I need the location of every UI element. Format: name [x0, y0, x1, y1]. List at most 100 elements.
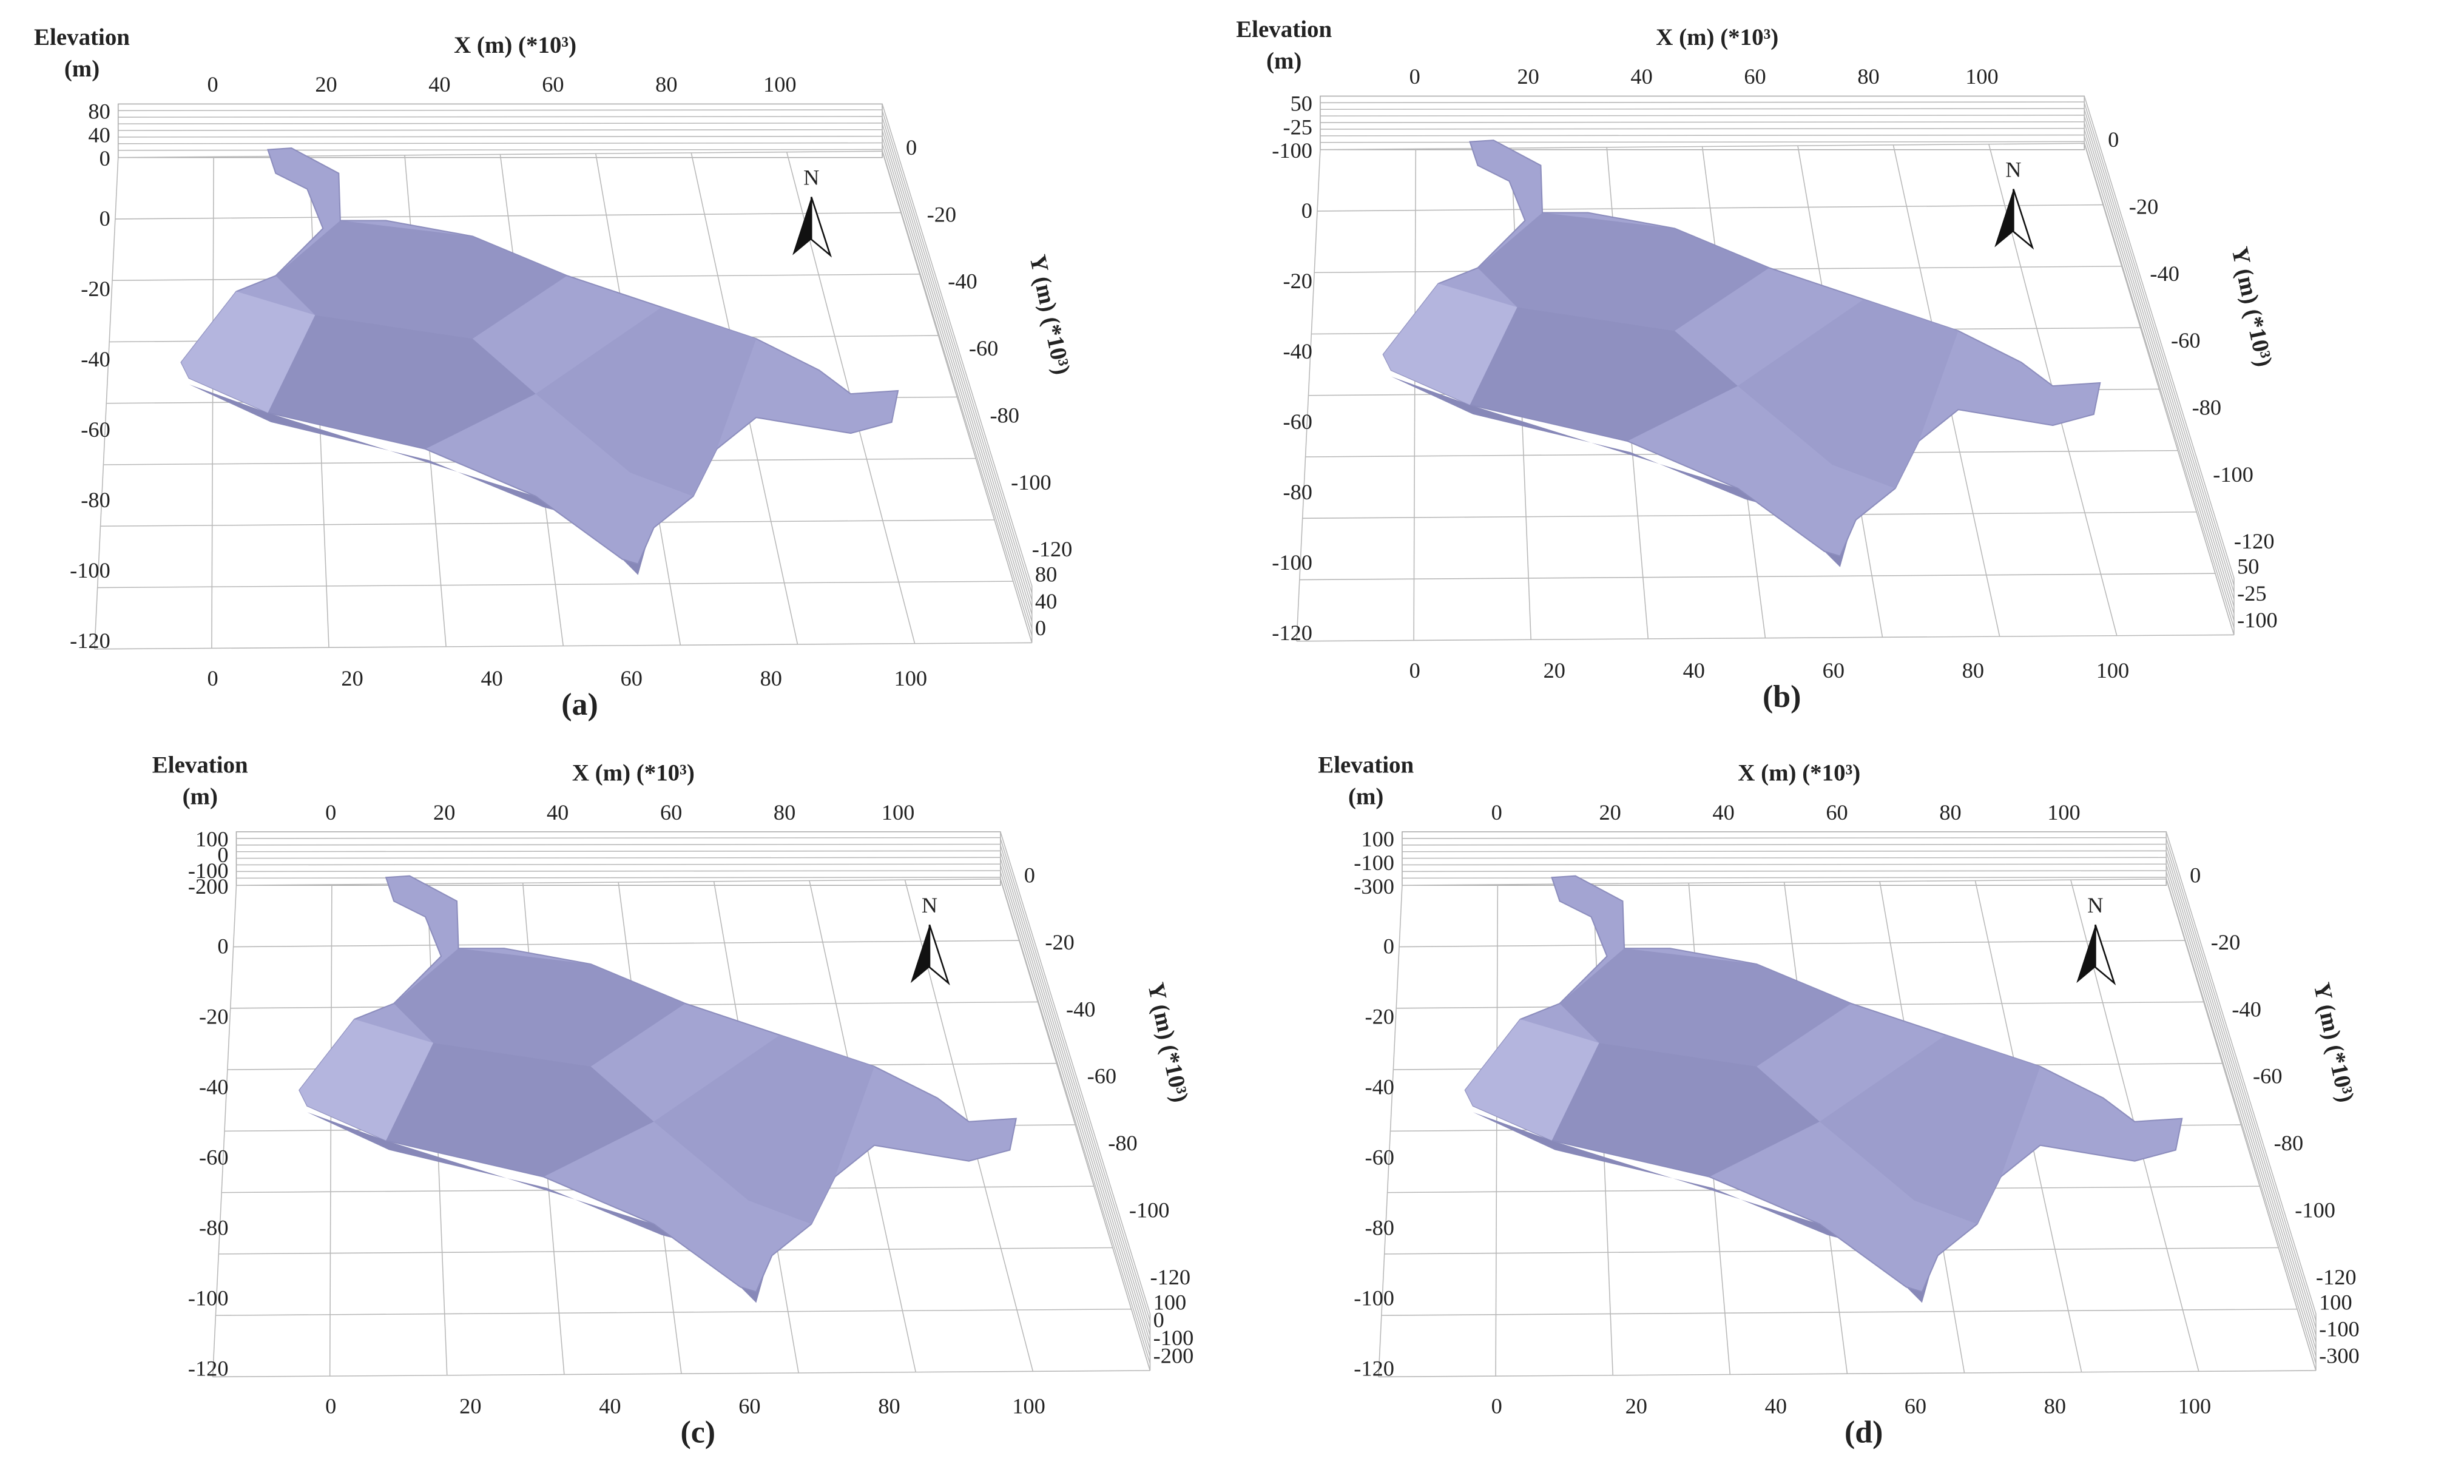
- y-tick-label-right: -120: [1032, 537, 1073, 561]
- terrain-facet: [394, 948, 686, 1067]
- x-axis-label: X (m) (*10³): [1738, 760, 1860, 786]
- y-tick-label-right: -20: [927, 202, 956, 226]
- y-tick-label-right: -80: [990, 403, 1019, 427]
- elevation-label: Elevation: [152, 752, 248, 778]
- x-tick-label-top: 0: [1409, 64, 1420, 89]
- y-tick-label-left: -60: [1365, 1145, 1394, 1169]
- x-tick-label-top: 0: [207, 72, 218, 96]
- y-tick-label-left: -100: [1354, 1286, 1394, 1310]
- wall-line: [2084, 122, 2235, 607]
- y-tick-label-right: -40: [1066, 997, 1095, 1021]
- grid-line: [215, 1308, 1132, 1316]
- terrain-facet: [1551, 1042, 1820, 1177]
- x-tick-label-bottom: 100: [2096, 658, 2130, 683]
- x-tick-label-bottom: 80: [1962, 658, 1984, 683]
- y-tick-label-left: 0: [1301, 198, 1312, 223]
- elevation-tick-label: 0: [1153, 1308, 1164, 1332]
- x-tick-label-bottom: 60: [621, 666, 643, 690]
- wall-line: [2165, 851, 2317, 1335]
- x-tick-label-bottom: 0: [1491, 1394, 1502, 1418]
- elevation-unit: (m): [1266, 48, 1301, 74]
- x-axis-label: X (m) (*10³): [1656, 24, 1778, 50]
- x-tick-label-top: 40: [547, 800, 569, 825]
- y-tick-label-right: -100: [1011, 470, 1051, 494]
- elevation-tick-label: -200: [188, 874, 229, 899]
- y-tick-label-left: -80: [1283, 480, 1312, 504]
- terrain-facet: [386, 1042, 654, 1177]
- x-tick-label-top: 40: [1630, 64, 1652, 89]
- terrain-facet: [299, 1019, 434, 1141]
- wall-line: [2165, 858, 2317, 1343]
- y-tick-label-right: -20: [2211, 930, 2240, 954]
- elevation-unit: (m): [64, 56, 100, 82]
- elevation-label: Elevation: [1318, 752, 1414, 778]
- wall-line: [1320, 141, 2085, 143]
- x-tick-label-top: 20: [1599, 800, 1621, 825]
- y-axis-label: Y (m) (*10³): [2308, 980, 2359, 1105]
- y-axis-label: Y (m) (*10³): [1143, 980, 1193, 1105]
- wall-line: [236, 877, 1001, 879]
- elevation-tick-label: 100: [2319, 1290, 2352, 1314]
- y-tick-label-left: 0: [100, 206, 110, 231]
- y-tick-label-right: -80: [1108, 1131, 1137, 1155]
- terrain-facet: [268, 315, 536, 450]
- wall-line: [1320, 115, 2085, 116]
- elevation-tick-label: -100: [188, 858, 229, 883]
- grid-line: [1381, 1308, 2298, 1316]
- elevation-tick-label: 100: [195, 827, 229, 851]
- north-arrow-left: [910, 925, 930, 983]
- x-tick-label-bottom: 0: [1409, 658, 1420, 683]
- terrain-side: [189, 384, 649, 575]
- elevation-unit: (m): [1348, 783, 1383, 809]
- y-tick-label-right: -40: [948, 269, 977, 294]
- caption: (c): [680, 1415, 715, 1449]
- x-tick-label-top: 100: [763, 72, 797, 96]
- elevation-tick-label: -100: [1272, 138, 1312, 163]
- y-tick-label-left: -80: [81, 488, 110, 512]
- y-tick-label-left: -100: [70, 558, 110, 582]
- x-tick-label-bottom: 40: [1765, 1394, 1787, 1418]
- wall-line: [1320, 101, 2085, 104]
- elevation-tick-label: -25: [1283, 115, 1312, 139]
- y-tick-label-left: -40: [81, 347, 110, 371]
- panel: N Elevation (m) X (m) (*10³) Y (m) (*10³) (a)…: [34, 24, 1075, 722]
- elevation-tick-label: 0: [100, 146, 110, 170]
- y-tick-label-left: -60: [1283, 410, 1312, 434]
- wall-line: [1000, 865, 1151, 1350]
- wall-line: [236, 863, 1001, 866]
- elevation-tick-label: -100: [2319, 1317, 2360, 1341]
- north-label: N: [803, 165, 819, 189]
- grid-line: [1302, 511, 2197, 519]
- x-tick-label-bottom: 60: [738, 1394, 760, 1418]
- y-tick-label-left: 0: [1383, 934, 1394, 958]
- y-tick-label-left: -20: [1365, 1004, 1394, 1028]
- elevation-tick-label: -100: [2237, 608, 2278, 632]
- grid-line: [1384, 1247, 2279, 1255]
- x-tick-label-bottom: 0: [207, 666, 218, 690]
- x-tick-label-bottom: 80: [878, 1394, 900, 1418]
- terrain-side: [1391, 376, 1851, 567]
- x-tick-label-top: 80: [1939, 800, 1961, 825]
- wall-line: [2165, 878, 2317, 1364]
- wall-line: [2084, 103, 2235, 585]
- y-tick-label-left: -120: [70, 629, 110, 653]
- wall-line: [2165, 865, 2317, 1350]
- wall-line: [882, 130, 1033, 615]
- x-tick-label-top: 60: [542, 72, 564, 96]
- x-tick-label-top: 100: [1965, 64, 1999, 89]
- wall-line: [1402, 863, 2167, 866]
- y-tick-label-right: -80: [2192, 395, 2221, 419]
- grid-line: [212, 1370, 1150, 1378]
- y-tick-label-right: -60: [1087, 1064, 1116, 1088]
- grid-line: [1378, 1370, 2316, 1378]
- y-tick-label-right: -60: [969, 336, 998, 360]
- wall-line: [118, 142, 883, 144]
- x-tick-label-top: 100: [882, 800, 915, 825]
- terrain-facet: [1559, 948, 1851, 1067]
- grid-line: [1000, 879, 1151, 1371]
- y-tick-label-right: -100: [2295, 1198, 2335, 1222]
- x-tick-label-bottom: 40: [1683, 658, 1705, 683]
- wall-line: [2084, 142, 2235, 628]
- elevation-tick-label: 50: [1291, 91, 1312, 115]
